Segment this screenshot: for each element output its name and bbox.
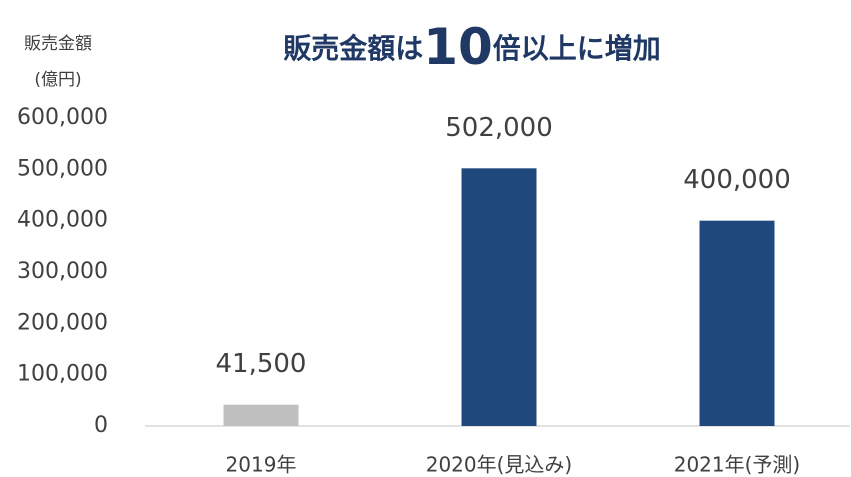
x-tick-label: 2019年	[226, 453, 297, 477]
y-tick-label: 100,000	[17, 362, 108, 387]
title-part: 10	[423, 18, 493, 76]
x-tick-label: 2020年(見込み)	[426, 453, 573, 477]
y-axis-label: 販売金額	[24, 34, 92, 54]
bar	[223, 404, 299, 426]
title-part: 倍以上に増加	[493, 32, 661, 65]
y-tick-label: 200,000	[17, 310, 108, 335]
bar	[461, 168, 537, 426]
y-tick-label: 400,000	[17, 208, 108, 233]
y-tick-label: 0	[94, 413, 108, 438]
value-label: 502,000	[445, 113, 553, 143]
y-tick-label: 600,000	[17, 105, 108, 130]
chart-title: 販売金額は10倍以上に増加	[283, 18, 661, 76]
title-part: 販売金額は	[283, 32, 423, 65]
value-label: 400,000	[683, 165, 791, 195]
y-tick-label: 500,000	[17, 156, 108, 181]
y-axis-label: (億円)	[34, 70, 81, 90]
y-tick-label: 300,000	[17, 259, 108, 284]
bar	[699, 220, 775, 426]
value-label: 41,500	[216, 349, 307, 379]
x-tick-label: 2021年(予測)	[674, 453, 801, 477]
